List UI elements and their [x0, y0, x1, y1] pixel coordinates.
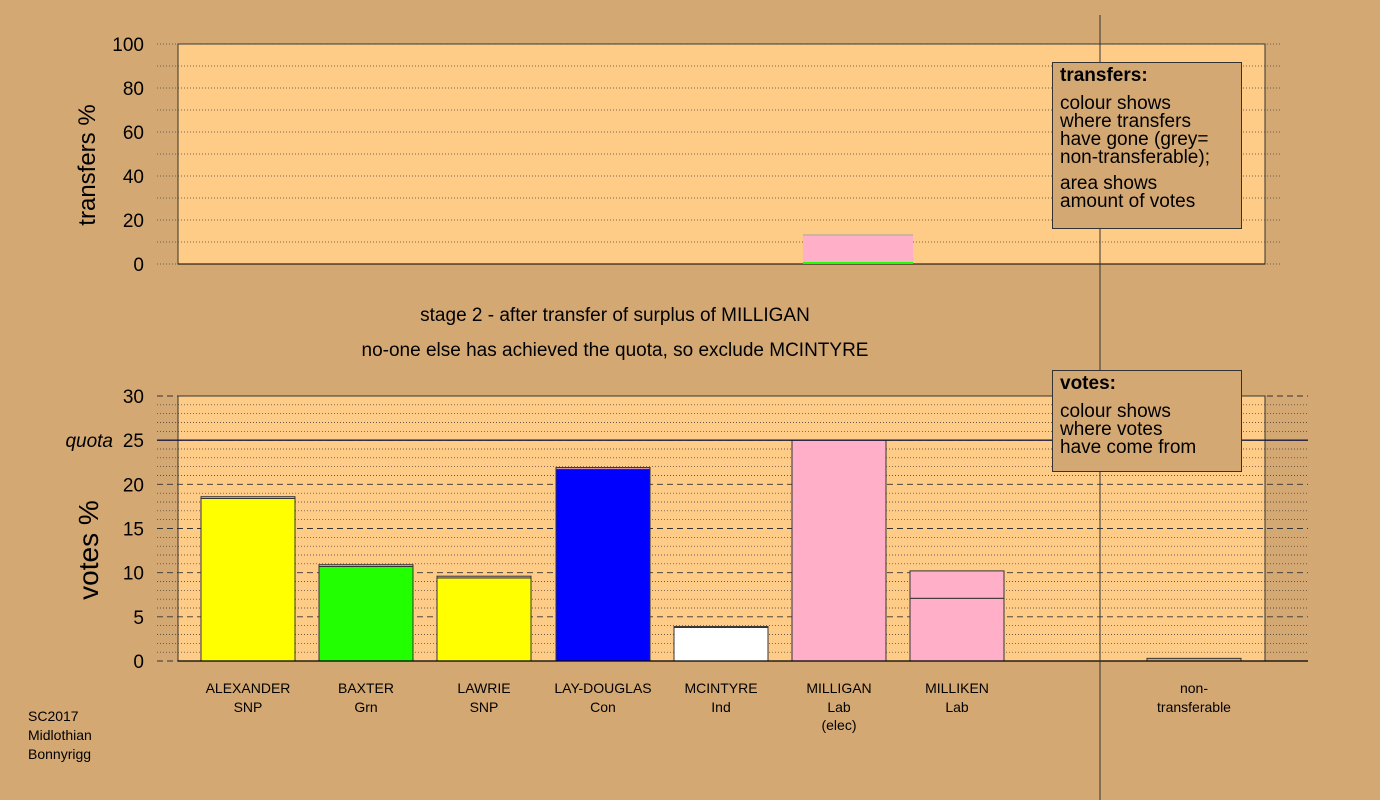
caption-line: SC2017: [28, 708, 79, 724]
stage-description: stage 2 - after transfer of surplus of M…: [420, 305, 810, 326]
candidate-label: LAY-DOUGLAS: [554, 680, 651, 696]
vote-bar-segment: [909, 597, 1005, 662]
y-tick-label: 40: [123, 167, 144, 188]
y-axis-label: votes %: [73, 500, 104, 600]
transfers-legend-title: transfers:: [1060, 65, 1148, 86]
y-tick-label: 5: [133, 608, 144, 629]
y-tick-label: 80: [123, 79, 144, 100]
quota-label: quota: [65, 431, 113, 452]
y-tick-label: 30: [123, 387, 144, 408]
transfer-segment: [803, 234, 913, 236]
y-tick-label: 15: [123, 520, 144, 541]
note-label: (elec): [821, 717, 856, 733]
vote-bar-segment: [555, 467, 651, 470]
y-tick-label: 20: [123, 211, 144, 232]
y-tick-label: 60: [123, 123, 144, 144]
vote-bar-segment: [318, 565, 414, 662]
party-label: SNP: [234, 699, 263, 715]
y-tick-label: 25: [123, 431, 144, 452]
vote-bar-segment: [200, 496, 296, 499]
transfers-legend-line: colour shows: [1060, 93, 1171, 114]
transfers-legend-line: amount of votes: [1060, 191, 1196, 212]
vote-bar-segment: [909, 570, 1005, 599]
y-tick-label: 20: [123, 475, 144, 496]
transfers-legend: transfers: colour shows where transfers …: [1052, 62, 1242, 229]
vote-bar-segment: [200, 497, 296, 662]
transfer-segment: [803, 235, 913, 262]
party-label: SNP: [470, 699, 499, 715]
candidate-label: ALEXANDER: [206, 680, 291, 696]
y-tick-label: 10: [123, 564, 144, 585]
candidate-label: MILLIGAN: [806, 680, 871, 696]
candidate-label-part: transferable: [1157, 699, 1231, 715]
transfers-legend-line: area shows: [1060, 173, 1158, 194]
vote-bar-segment: [436, 577, 532, 662]
vote-bar-segment: [791, 439, 887, 662]
party-label: Lab: [827, 699, 851, 715]
party-label: Grn: [354, 699, 377, 715]
candidate-label: MILLIKEN: [925, 680, 989, 696]
transfer-segment: [803, 261, 913, 264]
caption-line: Midlothian: [28, 727, 92, 743]
y-tick-label: 0: [133, 652, 144, 673]
vote-bar-segment: [318, 564, 414, 567]
party-label: Con: [590, 699, 616, 715]
votes-legend-line: where votes: [1060, 419, 1163, 440]
vote-bar-segment: [673, 626, 769, 628]
vote-bar-segment: [436, 575, 532, 579]
stage-action: no-one else has achieved the quota, so e…: [361, 340, 869, 361]
votes-legend: votes: colour shows where votes have com…: [1052, 370, 1242, 472]
transfers-legend-line: have gone (grey=: [1060, 129, 1209, 150]
candidate-label-part: non-: [1180, 680, 1208, 696]
y-axis-label: transfers %: [74, 104, 101, 225]
candidate-label: MCINTYRE: [684, 680, 757, 696]
party-label: Lab: [945, 699, 969, 715]
caption: SC2017 Midlothian Bonnyrigg: [28, 707, 92, 764]
vote-bar-segment: [555, 468, 651, 662]
votes-legend-line: have come from: [1060, 437, 1197, 458]
y-tick-label: 100: [112, 35, 144, 56]
votes-legend-title: votes:: [1060, 373, 1116, 394]
candidate-label: non-transferable: [1157, 680, 1231, 715]
votes-legend-line: colour shows: [1060, 401, 1171, 422]
candidate-label: LAWRIE: [457, 680, 510, 696]
transfers-legend-line: where transfers: [1060, 111, 1191, 132]
candidate-label: BAXTER: [338, 680, 394, 696]
party-label: Ind: [711, 699, 730, 715]
vote-bar-segment: [673, 626, 769, 662]
transfers-legend-line: non-transferable);: [1060, 147, 1210, 168]
caption-line: Bonnyrigg: [28, 746, 92, 762]
y-tick-label: 0: [133, 255, 144, 276]
